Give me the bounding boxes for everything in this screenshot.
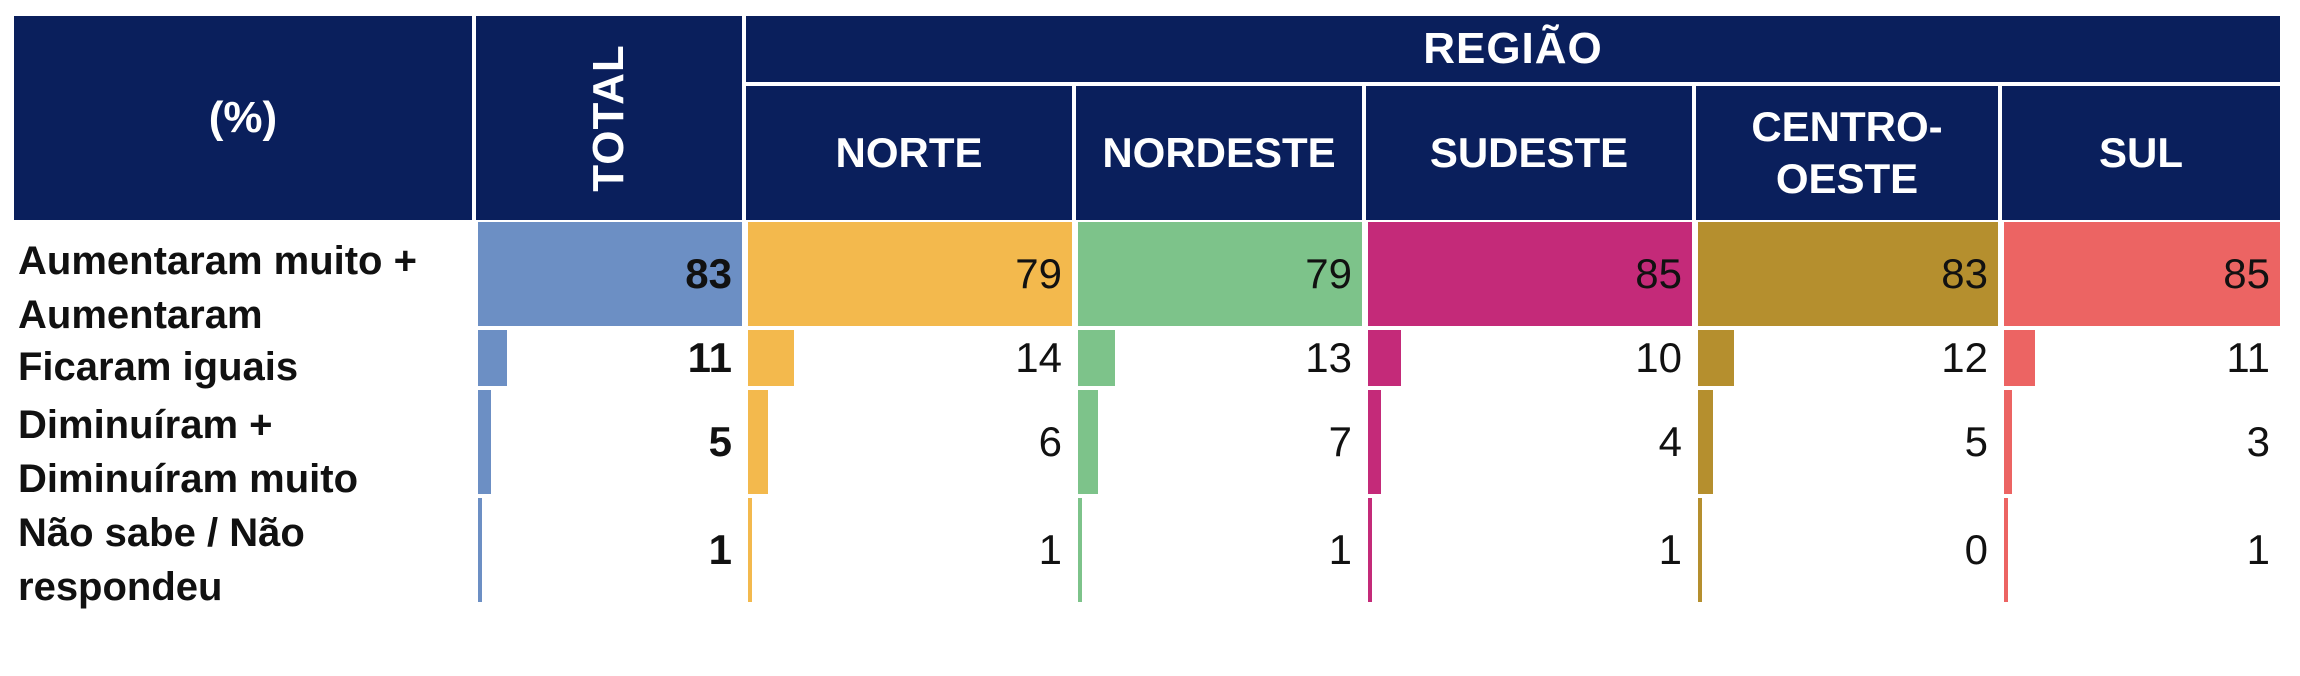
value-label-total-aumentaram-muito-aumentaram: 83 <box>685 250 732 297</box>
value-label-sudeste-ficaram-iguais: 10 <box>1635 334 1682 381</box>
region-header-label: REGIÃO <box>1423 24 1603 73</box>
bar-centro-oeste-aumentaram-muito-aumentaram <box>1698 222 1998 326</box>
bar-norte-ficaram-iguais <box>748 330 794 386</box>
region-header-sudeste: SUDESTE <box>1366 86 1692 220</box>
row-label-diminuiram-diminuiram-muito: Diminuíram + Diminuíram muito <box>18 403 359 501</box>
value-label-norte-aumentaram-muito-aumentaram: 79 <box>1015 250 1062 297</box>
bar-sul-aumentaram-muito-aumentaram <box>2004 222 2280 326</box>
total-header-cell: TOTAL <box>476 16 742 220</box>
bar-sul-ficaram-iguais <box>2004 330 2035 386</box>
row-label-aumentaram-muito-aumentaram: Aumentaram muito + Aumentaram <box>18 239 417 337</box>
value-label-total-nao-sabe-nao-respondeu: 1 <box>708 526 732 573</box>
bar-centro-oeste-diminuiram-diminuiram-muito <box>1698 390 1713 494</box>
bar-centro-oeste-nao-sabe-nao-respondeu <box>1698 498 1702 602</box>
value-label-centro-oeste-diminuiram-diminuiram-muito: 5 <box>1964 418 1988 465</box>
value-label-centro-oeste-ficaram-iguais: 12 <box>1941 334 1988 381</box>
value-label-sul-diminuiram-diminuiram-muito: 3 <box>2246 418 2270 465</box>
value-label-norte-diminuiram-diminuiram-muito: 6 <box>1038 418 1062 465</box>
value-label-nordeste-aumentaram-muito-aumentaram: 79 <box>1305 250 1352 297</box>
bar-sudeste-diminuiram-diminuiram-muito <box>1368 390 1381 494</box>
value-label-total-ficaram-iguais: 11 <box>687 334 732 381</box>
bar-nordeste-ficaram-iguais <box>1078 330 1115 386</box>
bar-total-diminuiram-diminuiram-muito <box>478 390 491 494</box>
bar-sul-nao-sabe-nao-respondeu <box>2004 498 2008 602</box>
value-label-sul-nao-sabe-nao-respondeu: 1 <box>2246 526 2270 573</box>
value-label-norte-ficaram-iguais: 14 <box>1015 334 1062 381</box>
bar-sudeste-nao-sabe-nao-respondeu <box>1368 498 1372 602</box>
region-header-label: CENTRO-OESTE <box>1751 103 1943 202</box>
region-header-label: NORTE <box>835 129 983 176</box>
region-header-label: SUL <box>2099 129 2183 176</box>
bar-centro-oeste-ficaram-iguais <box>1698 330 1734 386</box>
region-header-label: NORDESTE <box>1102 129 1336 176</box>
bar-sudeste-aumentaram-muito-aumentaram <box>1368 222 1692 326</box>
value-label-sul-aumentaram-muito-aumentaram: 85 <box>2223 250 2270 297</box>
bar-total-aumentaram-muito-aumentaram <box>478 222 742 326</box>
value-label-nordeste-ficaram-iguais: 13 <box>1305 334 1352 381</box>
region-header-label: SUDESTE <box>1429 129 1629 176</box>
bar-sudeste-ficaram-iguais <box>1368 330 1401 386</box>
bar-norte-diminuiram-diminuiram-muito <box>748 390 768 494</box>
bar-norte-aumentaram-muito-aumentaram <box>748 222 1072 326</box>
value-label-sudeste-aumentaram-muito-aumentaram: 85 <box>1635 250 1682 297</box>
value-label-sul-ficaram-iguais: 11 <box>2226 334 2270 381</box>
total-header-label: TOTAL <box>583 44 633 192</box>
value-label-total-diminuiram-diminuiram-muito: 5 <box>708 418 732 465</box>
bar-nordeste-diminuiram-diminuiram-muito <box>1078 390 1098 494</box>
value-label-centro-oeste-nao-sabe-nao-respondeu: 0 <box>1964 526 1988 573</box>
region-header-cell: REGIÃO <box>746 16 2280 82</box>
value-label-sudeste-nao-sabe-nao-respondeu: 1 <box>1658 526 1682 573</box>
bar-nordeste-aumentaram-muito-aumentaram <box>1078 222 1362 326</box>
region-header-nordeste: NORDESTE <box>1076 86 1362 220</box>
value-label-sudeste-diminuiram-diminuiram-muito: 4 <box>1658 418 1682 465</box>
bar-nordeste-nao-sabe-nao-respondeu <box>1078 498 1082 602</box>
region-header-norte: NORTE <box>746 86 1072 220</box>
bar-norte-nao-sabe-nao-respondeu <box>748 498 752 602</box>
row-label-ficaram-iguais: Ficaram iguais <box>18 345 299 389</box>
value-label-nordeste-nao-sabe-nao-respondeu: 1 <box>1328 526 1352 573</box>
bar-total-ficaram-iguais <box>478 330 507 386</box>
region-header-centro-oeste: CENTRO-OESTE <box>1696 86 1998 220</box>
bar-sul-diminuiram-diminuiram-muito <box>2004 390 2012 494</box>
region-header-sul: SUL <box>2002 86 2280 220</box>
bar-total-nao-sabe-nao-respondeu <box>478 498 482 602</box>
value-label-norte-nao-sabe-nao-respondeu: 1 <box>1038 526 1062 573</box>
row-label-nao-sabe-nao-respondeu: Não sabe / Não respondeu <box>18 511 305 609</box>
value-label-centro-oeste-aumentaram-muito-aumentaram: 83 <box>1941 250 1988 297</box>
value-label-nordeste-diminuiram-diminuiram-muito: 7 <box>1328 418 1352 465</box>
percent-header-cell: (%) <box>14 16 472 220</box>
percent-header-label: (%) <box>208 93 278 142</box>
